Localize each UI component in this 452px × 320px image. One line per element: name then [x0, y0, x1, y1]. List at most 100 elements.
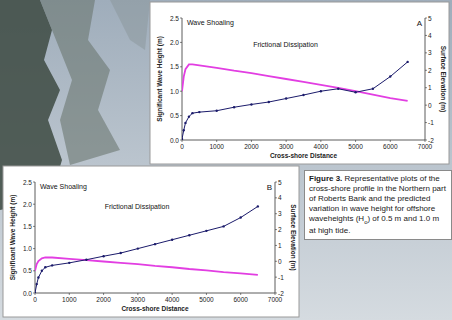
y-tick [33, 204, 35, 205]
y-tick [180, 18, 182, 19]
series-marker [372, 88, 374, 90]
y2-tick-label: -1 [278, 274, 284, 281]
series-marker [389, 75, 391, 77]
chart-panel: 0.00.51.01.52.02.5-2-1012345010002000300… [3, 166, 299, 317]
y2-tick-label: 3 [428, 49, 432, 56]
y-tick [180, 42, 182, 43]
x-tick-label: 0 [33, 296, 37, 303]
series-marker [354, 91, 356, 93]
y-tick [180, 66, 182, 67]
series-marker [268, 101, 270, 103]
y-tick [180, 115, 182, 116]
series-marker [184, 122, 186, 124]
y2-tick [275, 182, 277, 183]
x-tick-label: 2000 [96, 296, 111, 303]
stage: 0.00.51.01.52.02.5-2-1012345010002000300… [0, 0, 452, 320]
y2-tick [275, 229, 277, 230]
x-tick-label: 1000 [209, 143, 224, 150]
series-marker [233, 106, 235, 108]
series-marker [257, 205, 259, 207]
annotation: Frictional Dissipation [105, 203, 170, 211]
x-tick [216, 140, 217, 142]
x-tick [320, 140, 321, 142]
x-tick [275, 293, 276, 295]
series-marker [198, 111, 200, 113]
series-marker [183, 129, 185, 131]
y2-tick-label: 1 [428, 84, 432, 91]
series-marker [44, 266, 46, 268]
series-marker [37, 276, 39, 278]
y2-tick-label: 5 [278, 179, 282, 186]
x-tick-label: 5000 [199, 296, 214, 303]
x-tick-label: 5000 [348, 143, 363, 150]
x-tick-label: 3000 [131, 296, 146, 303]
annotation: Wave Shoaling [187, 19, 234, 27]
x-tick [425, 140, 426, 142]
y-tick-label: 1.5 [170, 63, 179, 70]
caption-label: Figure 3. [309, 174, 342, 183]
series-marker [41, 270, 43, 272]
y-tick [33, 270, 35, 271]
y-tick-label: 0.0 [170, 137, 179, 144]
y2-tick-label: 2 [428, 67, 432, 74]
y2-tick-label: 4 [278, 194, 282, 201]
y-tick-label: 1.0 [23, 245, 32, 252]
x-tick [240, 293, 241, 295]
y2-tick [425, 18, 427, 19]
y2-tick [425, 70, 427, 71]
x-axis [182, 140, 425, 141]
x-tick [390, 140, 391, 142]
y-tick-label: 1.5 [23, 223, 32, 230]
x-tick [137, 293, 138, 295]
y2-tick-label: 3 [278, 210, 282, 217]
y-tick-label: 2.0 [170, 39, 179, 46]
y2-tick [425, 87, 427, 88]
background [0, 0, 452, 320]
x-tick [355, 140, 356, 142]
y2-tick [425, 52, 427, 53]
x-tick-label: 6000 [383, 143, 398, 150]
y-tick-label: 1.0 [170, 88, 179, 95]
series-marker [188, 115, 190, 117]
chart-panel: 0.00.51.01.52.02.5-2-1012345010002000300… [150, 2, 449, 164]
series-line [182, 62, 408, 139]
y2-axis [425, 18, 426, 140]
y2-tick-label: 0 [428, 102, 432, 109]
series-marker [222, 225, 224, 227]
x-tick-label: 4000 [165, 296, 180, 303]
x-tick [172, 293, 173, 295]
y2-tick [275, 197, 277, 198]
x-axis [35, 293, 275, 294]
x-tick [35, 293, 36, 295]
series-marker [137, 247, 139, 249]
y2-tick [275, 261, 277, 262]
x-axis-label: Cross-shore Distance [270, 152, 338, 159]
series-marker [85, 259, 87, 261]
x-tick-label: 3000 [279, 143, 294, 150]
series-marker [285, 97, 287, 99]
x-tick [103, 293, 104, 295]
background-trees [110, 0, 150, 50]
series-line [35, 206, 258, 293]
background-trees [40, 0, 120, 165]
y2-axis [275, 182, 276, 293]
y2-tick-label: 4 [428, 32, 432, 39]
x-tick [286, 140, 287, 142]
series-marker [250, 103, 252, 105]
x-tick [251, 140, 252, 142]
x-tick-label: 7000 [268, 296, 283, 303]
y2-tick-label: 1 [278, 242, 282, 249]
y2-tick [425, 105, 427, 106]
y2-tick-label: -1 [428, 119, 434, 126]
y-tick-label: 0.5 [23, 267, 32, 274]
series-marker [337, 88, 339, 90]
series-marker [188, 234, 190, 236]
series-marker [216, 110, 218, 112]
y2-tick-label: 2 [278, 226, 282, 233]
series-marker [51, 264, 53, 266]
y2-tick-label: 5 [428, 15, 432, 22]
y-tick-label: 2.5 [23, 179, 32, 186]
y-axis [35, 182, 36, 293]
series-marker [36, 283, 38, 285]
panel-label: A [417, 19, 423, 28]
